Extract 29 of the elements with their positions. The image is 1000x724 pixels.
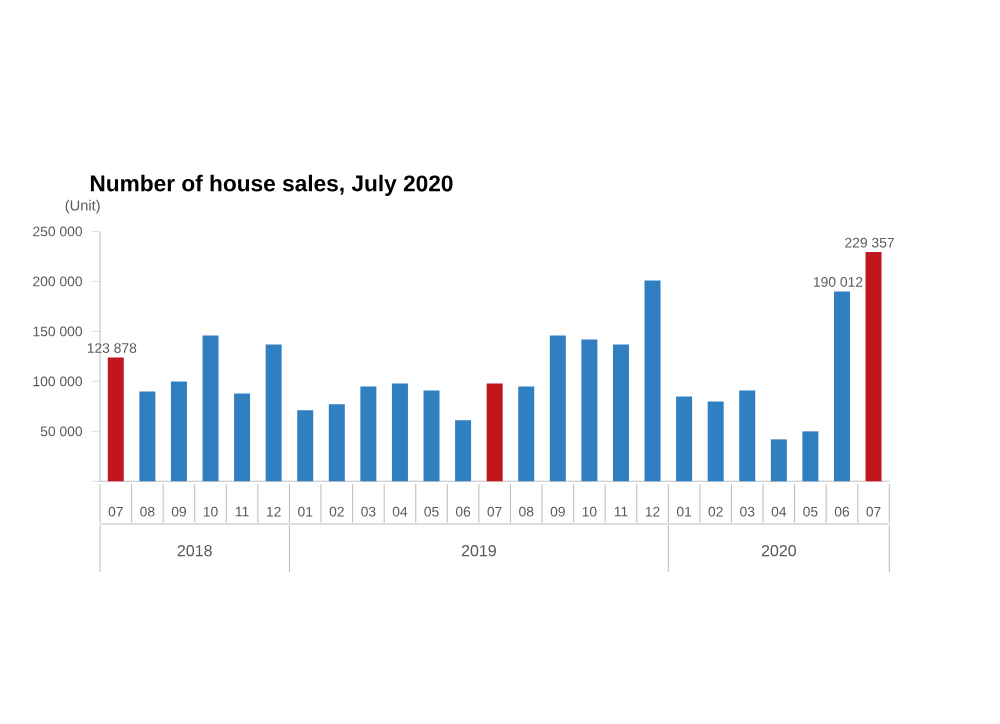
bar [391, 383, 408, 482]
bar [170, 381, 187, 482]
bar [833, 291, 850, 482]
bar [676, 396, 693, 482]
bar [139, 391, 156, 482]
text: 2020 [761, 545, 796, 557]
bar [549, 335, 566, 482]
bar [328, 404, 345, 482]
bar [865, 252, 882, 482]
bar [202, 335, 219, 482]
bar [518, 386, 535, 482]
text: 2019 [461, 545, 496, 557]
bar [297, 410, 314, 482]
bar [265, 344, 282, 482]
bar [770, 439, 787, 482]
bar [360, 386, 377, 482]
bar [455, 420, 472, 482]
bar [612, 344, 629, 482]
bar [486, 383, 503, 482]
bar [644, 280, 661, 482]
chart-title: Number of house sales, July 2020 [90, 174, 453, 196]
bar [707, 401, 724, 482]
bar [107, 357, 124, 482]
bar [802, 431, 819, 482]
bar [739, 390, 756, 482]
bar [581, 339, 598, 482]
bar [234, 393, 251, 482]
text: 2018 [177, 545, 212, 557]
bar [423, 390, 440, 482]
